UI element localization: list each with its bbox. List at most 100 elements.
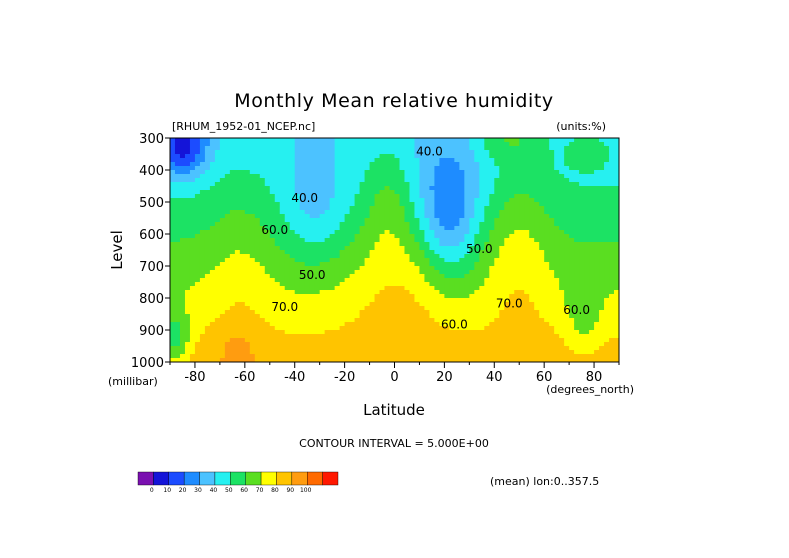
field-cell	[399, 226, 406, 231]
field-cell	[289, 226, 296, 231]
field-cell	[594, 298, 600, 303]
field-cell	[569, 254, 575, 259]
field-cell	[234, 270, 241, 275]
field-cell	[214, 198, 221, 203]
field-cell	[529, 222, 535, 227]
field-cell	[244, 142, 251, 147]
field-cell	[614, 330, 619, 335]
field-cell	[409, 338, 416, 343]
field-cell	[194, 318, 201, 323]
field-cell	[574, 282, 580, 287]
field-cell	[504, 326, 510, 331]
field-cell	[404, 242, 411, 247]
field-cell	[349, 262, 356, 267]
field-cell	[364, 186, 371, 191]
field-cell	[494, 174, 500, 179]
field-cell	[314, 298, 321, 303]
field-cell	[274, 358, 281, 362]
field-cell	[374, 146, 381, 151]
field-cell	[574, 230, 580, 235]
field-cell	[594, 270, 600, 275]
field-cell	[469, 250, 475, 255]
field-cell	[524, 194, 530, 199]
field-cell	[544, 250, 550, 255]
field-cell	[170, 258, 176, 263]
field-cell	[569, 182, 575, 187]
field-cell	[409, 182, 416, 187]
field-cell	[404, 182, 411, 187]
field-cell	[194, 278, 201, 283]
field-cell	[429, 206, 436, 211]
field-cell	[474, 242, 480, 247]
field-cell	[444, 190, 450, 195]
field-cell	[549, 298, 555, 303]
field-cell	[474, 254, 480, 259]
field-cell	[454, 314, 460, 319]
field-cell	[544, 142, 550, 147]
field-cell	[539, 202, 545, 207]
field-cell	[429, 334, 436, 339]
field-cell	[569, 158, 575, 163]
field-cell	[429, 242, 436, 247]
field-cell	[214, 334, 221, 339]
field-cell	[514, 350, 520, 355]
field-cell	[529, 186, 535, 191]
field-cell	[579, 138, 585, 143]
field-cell	[334, 354, 341, 359]
field-cell	[509, 210, 515, 215]
field-cell	[414, 258, 421, 263]
field-cell	[170, 234, 176, 239]
field-cell	[349, 198, 356, 203]
field-cell	[524, 178, 530, 183]
field-cell	[559, 258, 565, 263]
field-cell	[279, 290, 286, 295]
field-cell	[464, 350, 470, 355]
field-cell	[544, 186, 550, 191]
field-cell	[389, 310, 396, 315]
field-cell	[589, 350, 595, 355]
field-cell	[464, 182, 470, 187]
field-cell	[409, 318, 416, 323]
field-cell	[494, 206, 500, 211]
field-cell	[539, 206, 545, 211]
field-cell	[204, 174, 211, 179]
field-cell	[194, 262, 201, 267]
field-cell	[494, 178, 500, 183]
field-cell	[304, 346, 311, 351]
field-cell	[474, 190, 480, 195]
field-cell	[244, 206, 251, 211]
field-cell	[334, 230, 341, 235]
field-cell	[464, 214, 470, 219]
field-cell	[409, 206, 416, 211]
field-cell	[309, 198, 316, 203]
field-cell	[309, 146, 316, 151]
field-cell	[294, 266, 301, 271]
field-cell	[479, 174, 485, 179]
field-cell	[594, 222, 600, 227]
field-cell	[479, 178, 485, 183]
field-cell	[170, 346, 176, 351]
field-cell	[309, 306, 316, 311]
field-cell	[559, 342, 565, 347]
field-cell	[509, 318, 515, 323]
field-cell	[314, 350, 321, 355]
field-cell	[569, 314, 575, 319]
field-cell	[334, 298, 341, 303]
field-cell	[349, 174, 356, 179]
field-cell	[469, 142, 475, 147]
field-cell	[509, 182, 515, 187]
field-cell	[569, 194, 575, 199]
field-cell	[279, 190, 286, 195]
field-cell	[279, 314, 286, 319]
field-cell	[539, 274, 545, 279]
field-cell	[304, 338, 311, 343]
field-cell	[244, 182, 251, 187]
field-cell	[184, 350, 191, 355]
field-cell	[599, 178, 605, 183]
field-cell	[244, 298, 251, 303]
field-cell	[294, 154, 301, 159]
field-cell	[359, 322, 366, 327]
field-cell	[334, 262, 341, 267]
field-cell	[299, 294, 306, 299]
field-cell	[284, 254, 291, 259]
